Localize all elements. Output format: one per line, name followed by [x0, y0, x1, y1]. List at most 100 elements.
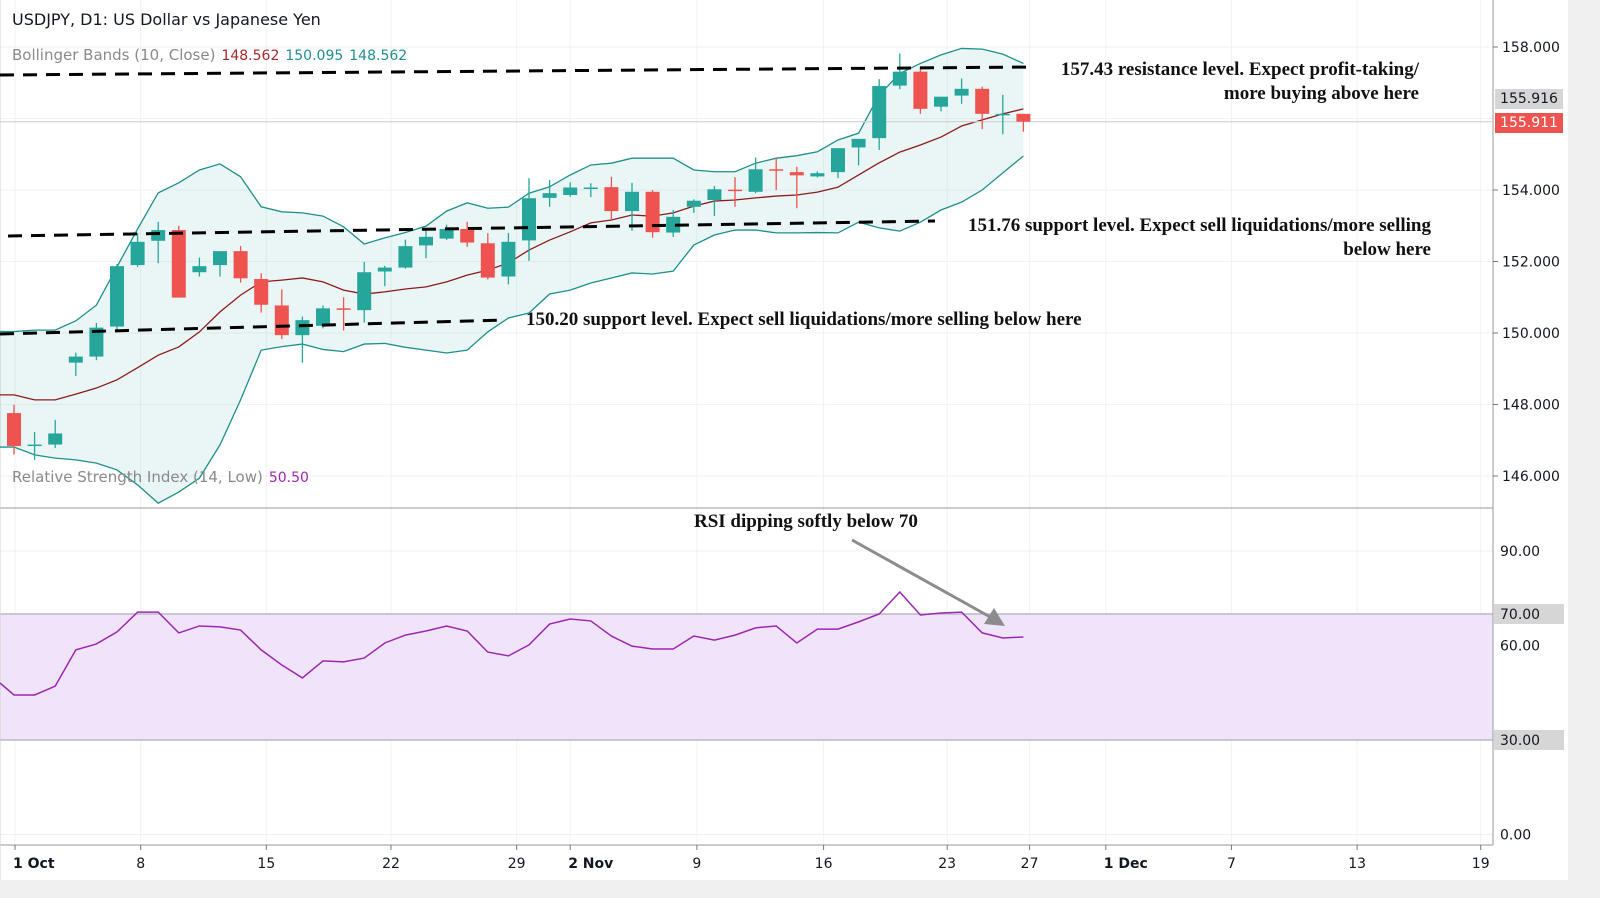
candle — [975, 86, 990, 130]
price-tick-label: 152.000 — [1502, 255, 1560, 271]
rsi-tick-label: 60.00 — [1500, 639, 1540, 655]
rsi-level-badge — [1494, 730, 1564, 750]
rsi-line — [0, 590, 1024, 696]
candle — [48, 419, 63, 449]
candle — [89, 322, 104, 361]
candle-body — [604, 187, 619, 212]
candle — [728, 177, 742, 207]
candle — [192, 257, 207, 277]
time-tick-label: 9 — [692, 856, 701, 872]
candle-body — [68, 356, 83, 363]
candle — [542, 179, 557, 207]
rsi-tick-label: 0.00 — [1500, 828, 1531, 844]
current-price-badge: 155.911 — [1495, 113, 1563, 133]
candle-body — [336, 308, 351, 310]
annotation-line: 151.76 support level. Expect sell liquid… — [967, 215, 1431, 236]
candle-body — [542, 193, 557, 198]
candle-body — [419, 236, 433, 246]
time-tick-label: 8 — [136, 856, 145, 872]
candle-body — [789, 172, 804, 176]
candle-body — [1016, 113, 1031, 122]
candle — [7, 404, 21, 455]
candle — [439, 224, 454, 241]
price-tick-label: 150.000 — [1502, 326, 1560, 342]
resistance-annotation: 157.43 resistance level. Expect profit-t… — [1061, 58, 1419, 106]
time-tick-label: 23 — [938, 856, 956, 872]
candle — [171, 225, 186, 298]
candle — [254, 273, 269, 313]
candle-body — [295, 320, 310, 336]
candle — [851, 138, 866, 166]
price-tick-label: 148.000 — [1502, 398, 1560, 414]
candle — [748, 157, 763, 194]
candle-body — [110, 266, 124, 327]
candle-body — [913, 71, 928, 109]
candle-body — [213, 251, 227, 266]
support-line-151-76 — [7, 219, 936, 238]
time-tick-label: 7 — [1227, 856, 1236, 872]
candle-body — [274, 305, 289, 336]
candle-body — [892, 71, 907, 86]
candle — [110, 264, 124, 332]
rsi-band-fill — [0, 614, 1493, 740]
candle — [789, 166, 804, 209]
price-tick-label: 154.000 — [1502, 183, 1560, 199]
candle — [27, 432, 42, 460]
candle — [954, 78, 969, 104]
last-close-badge: 155.916 — [1495, 89, 1563, 109]
candle — [233, 246, 248, 283]
candle — [913, 66, 928, 114]
candle-body — [810, 173, 825, 177]
candle-body — [583, 187, 598, 189]
candle — [810, 171, 825, 178]
candle — [831, 148, 845, 179]
price-tick-label: 158.000 — [1502, 40, 1560, 56]
candle — [68, 352, 83, 376]
candle — [995, 94, 1010, 135]
candle — [686, 199, 701, 213]
candle-body — [27, 444, 42, 447]
candle — [892, 53, 907, 90]
support-1-annotation: 151.76 support level. Expect sell liquid… — [968, 214, 1431, 262]
candle-body — [686, 200, 701, 207]
candle — [480, 233, 495, 280]
time-tick-label: 19 — [1472, 856, 1490, 872]
candle-body — [501, 241, 516, 277]
candle — [666, 210, 681, 237]
time-tick-label: 2 Nov — [568, 856, 613, 872]
candle-body — [934, 96, 948, 107]
candle — [522, 178, 536, 261]
time-tick-label: 27 — [1021, 856, 1039, 872]
rsi-arrow-line — [851, 538, 993, 620]
candle-body — [439, 228, 454, 239]
candle — [769, 158, 784, 190]
rsi-level-badge — [1494, 604, 1564, 624]
candle — [583, 183, 598, 198]
bottom-margin — [0, 880, 1600, 898]
candle — [460, 221, 475, 247]
candle-body — [748, 169, 763, 192]
bollinger-label: Bollinger Bands (10, Close) — [12, 46, 216, 64]
candle — [151, 221, 166, 264]
candle — [357, 261, 372, 323]
candle-body — [130, 241, 145, 266]
candle-body — [316, 308, 330, 326]
bollinger-legend: Bollinger Bands (10, Close) 148.562 150.09… — [12, 46, 407, 64]
candle-body — [666, 216, 681, 233]
price-tick-label: 146.000 — [1502, 469, 1560, 485]
rsi-tick-label: 90.00 — [1500, 544, 1540, 560]
candle — [398, 239, 413, 269]
candle-body — [233, 251, 248, 279]
candle-body — [831, 148, 845, 173]
candle — [419, 228, 433, 259]
rsi-tick-label: 30.00 — [1500, 733, 1540, 749]
bollinger-upper-line — [0, 47, 1024, 333]
time-tick-label: 15 — [257, 856, 275, 872]
rsi-value: 50.50 — [268, 470, 309, 486]
bollinger-lower-line — [0, 155, 1024, 504]
candle — [563, 182, 578, 197]
candle — [377, 265, 392, 287]
candle-body — [377, 267, 392, 272]
time-tick-label: 16 — [815, 856, 833, 872]
